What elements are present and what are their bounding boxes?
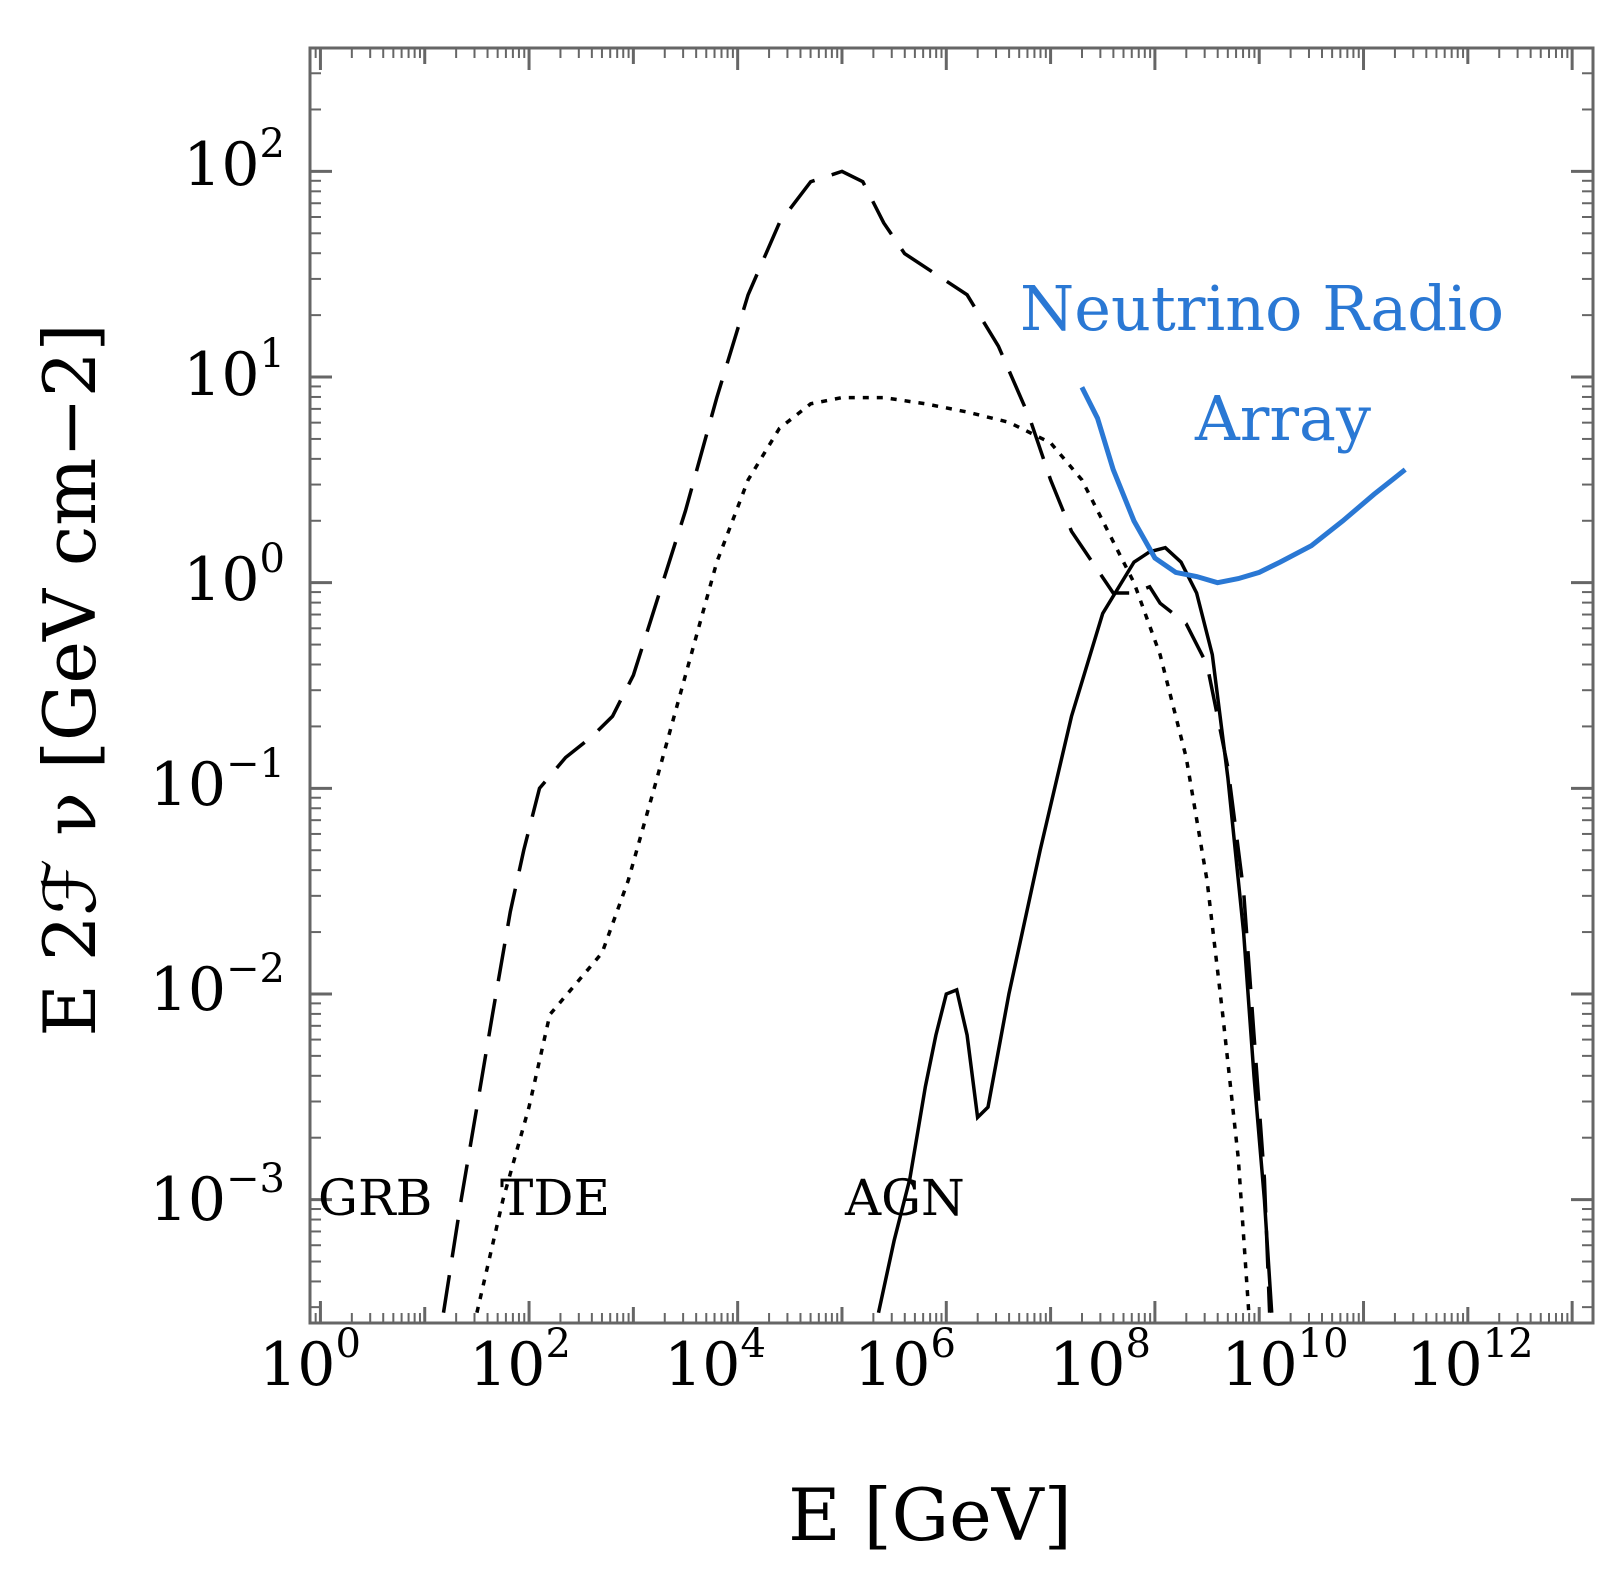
x-tick-label: 104: [664, 1321, 766, 1400]
y-tick-label: 10−1: [150, 741, 285, 820]
series-grb-line: [441, 169, 1272, 1313]
y-tick-label: 102: [183, 121, 285, 200]
y-tick-label: 10−2: [150, 946, 285, 1025]
series-tde-line: [475, 395, 1251, 1314]
annotation-agn: AGN: [844, 1169, 965, 1227]
x-tick-label: 100: [259, 1321, 361, 1400]
minor-ticks: [309, 48, 1593, 1323]
plot-frame: [308, 46, 1595, 1325]
x-tick-label: 1010: [1221, 1321, 1348, 1400]
y-tick-label: 100: [183, 536, 285, 615]
x-tick-label: 106: [854, 1321, 956, 1400]
x-tick-label: 102: [469, 1321, 571, 1400]
annotation-neutrino-radio: Neutrino Radio: [1020, 272, 1504, 345]
x-tick-label: 108: [1049, 1321, 1151, 1400]
annotation-array: Array: [1194, 382, 1371, 455]
y-tick-label: 101: [183, 331, 285, 410]
y-axis-title: E 2ℱ ν [GeV cm−2]: [28, 323, 112, 1036]
annotation-tde: TDE: [500, 1169, 610, 1227]
y-tick-label: 10−3: [150, 1156, 285, 1235]
x-tick-label: 1012: [1406, 1321, 1533, 1400]
annotation-grb: GRB: [318, 1169, 432, 1227]
major-ticks: [310, 48, 1593, 1323]
series-neutrino-radio-array-line: [1079, 386, 1407, 586]
series-agn-line: [876, 545, 1274, 1314]
x-axis-title: E [GeV]: [788, 1473, 1072, 1557]
